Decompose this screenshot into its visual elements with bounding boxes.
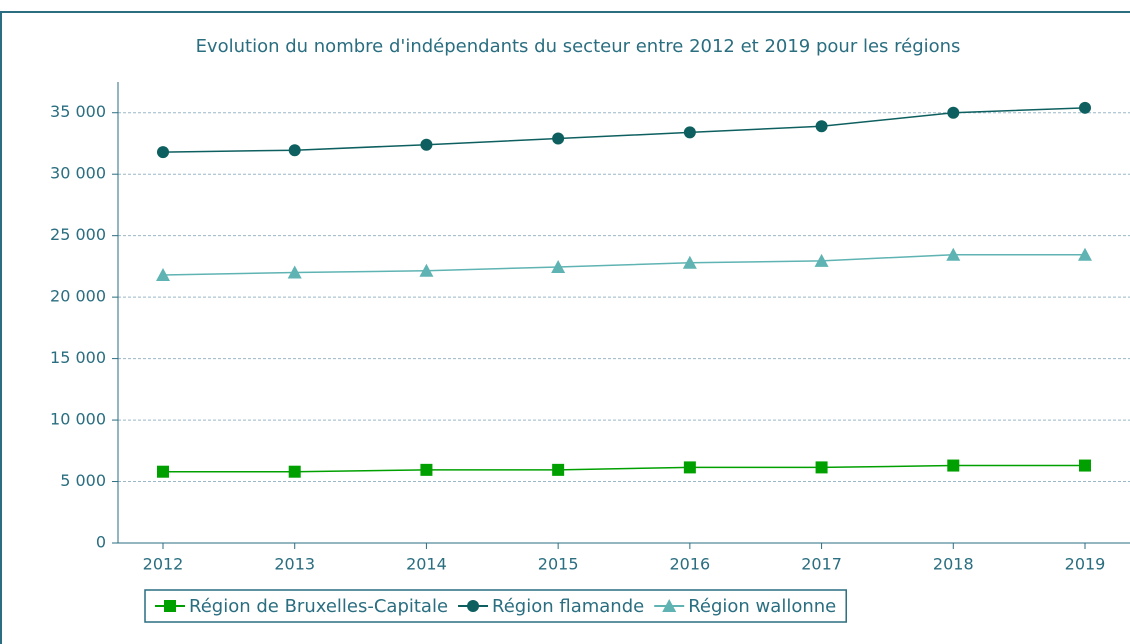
marker xyxy=(682,255,697,269)
marker xyxy=(947,459,960,472)
x-tick-label: 2019 xyxy=(1065,555,1106,574)
legend-label: Région wallonne xyxy=(688,596,836,617)
marker xyxy=(287,265,302,279)
chart-title: Evolution du nombre d'indépendants du se… xyxy=(196,36,961,57)
marker xyxy=(467,600,480,612)
marker xyxy=(420,138,433,151)
x-tick-label: 2014 xyxy=(406,555,447,574)
series-line xyxy=(162,253,1085,276)
series-line xyxy=(163,464,1085,473)
marker xyxy=(157,465,169,478)
marker xyxy=(288,144,301,157)
marker xyxy=(947,106,960,119)
x-tick-label: 2013 xyxy=(274,555,315,574)
marker xyxy=(1078,247,1092,261)
marker xyxy=(946,247,961,261)
legend-label: Région de Bruxelles-Capitale xyxy=(189,596,448,617)
y-tick-label: 15 000 xyxy=(50,348,106,367)
marker xyxy=(552,463,565,476)
marker xyxy=(815,120,828,133)
y-tick-label: 25 000 xyxy=(50,225,106,244)
marker xyxy=(157,146,169,159)
marker xyxy=(683,126,696,139)
legend-box xyxy=(144,589,847,623)
legend: Région de Bruxelles-Capitale Région flama… xyxy=(144,589,847,623)
legend-label: Région flamande xyxy=(492,596,644,617)
y-tick-label: 35 000 xyxy=(50,102,106,121)
marker xyxy=(815,461,828,474)
x-tick-label: 2018 xyxy=(933,555,974,574)
marker xyxy=(1079,101,1091,114)
marker xyxy=(420,463,433,476)
marker xyxy=(164,600,176,612)
marker xyxy=(551,260,566,274)
marker xyxy=(156,268,170,282)
x-tick-label: 2016 xyxy=(669,555,710,574)
x-tick-label: 2012 xyxy=(143,555,184,574)
marker xyxy=(288,465,301,478)
y-tick-label: 30 000 xyxy=(50,164,106,183)
frame xyxy=(0,11,1130,644)
marker xyxy=(662,599,677,612)
y-tick-label: 10 000 xyxy=(50,410,106,429)
marker xyxy=(419,263,434,277)
marker xyxy=(814,253,829,267)
series-line xyxy=(162,107,1086,153)
x-tick-label: 2017 xyxy=(801,555,842,574)
marker xyxy=(683,461,696,474)
y-tick-label: 0 xyxy=(96,533,106,552)
marker xyxy=(552,132,565,145)
x-tick-label: 2015 xyxy=(538,555,579,574)
marker xyxy=(1079,459,1091,472)
y-tick-label: 20 000 xyxy=(50,287,106,306)
y-tick-label: 5 000 xyxy=(60,471,106,490)
